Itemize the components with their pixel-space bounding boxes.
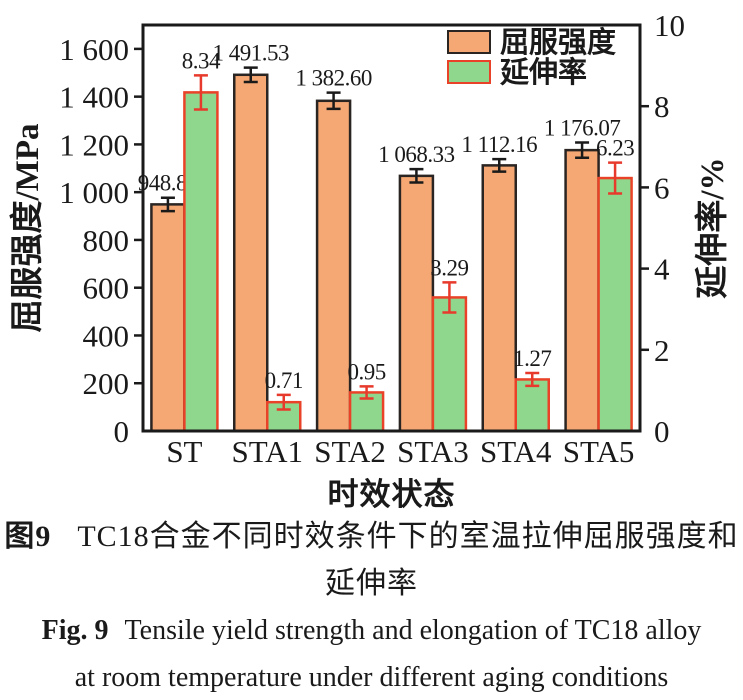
left-tick-label: 400 [83,318,130,353]
left-tick-label: 0 [114,414,130,449]
value-label-STA3: 1 068.33 [378,142,455,167]
right-tick-label: 0 [654,414,670,449]
error-bar-ST [193,74,208,111]
bar-屈服强度-ST [150,203,186,433]
caption-zh-line2: 延伸率 [325,567,418,600]
error-bar-STA2 [359,385,374,400]
left-tick-label: 1 000 [59,175,129,210]
x-tick-label-STA2: STA2 [314,434,386,469]
bar-屈服强度-STA5 [564,148,600,433]
error-bar-STA2 [326,91,341,111]
bar-屈服强度-STA2 [315,99,352,433]
plot-frame [141,23,642,433]
x-tick-label-STA4: STA4 [480,434,552,469]
left-tick-label: 800 [83,223,130,258]
caption-en-number: Fig. 9 [41,615,109,646]
bar-延伸率-STA3 [431,296,468,433]
value-label-STA5: 1 176.07 [544,115,621,140]
value-label-STA4: 1.27 [513,346,551,371]
error-bar-STA3 [409,167,424,184]
caption-en-line2: at room temperature under different agin… [74,662,669,693]
x-tick-label-STA5: STA5 [563,434,635,469]
error-bar-STA5 [575,141,590,160]
legend-label-延伸率: 延伸率 [499,55,587,89]
left-tick-label: 600 [83,271,130,306]
value-label-STA5: 6.23 [596,136,634,161]
error-bar-STA5 [608,161,623,195]
x-tick-label-STA3: STA3 [397,434,469,469]
left-tick-label: 1 600 [59,32,129,67]
x-tick-label-ST: ST [166,434,202,469]
value-label-STA3: 3.29 [430,255,468,280]
caption-en-text: Tensile yield strength and elongation of… [124,615,702,646]
bar-延伸率-STA4 [514,378,550,433]
error-bar-STA4 [492,157,507,173]
bar-chart: 948.891 491.531 382.601 068.33 1 112.161 … [9,8,731,512]
value-label-STA4: 1 112.16 [461,132,537,157]
bar-延伸率-ST [183,91,219,433]
bar-屈服强度-STA1 [233,73,269,433]
error-bar-STA1 [243,66,258,84]
legend-label-屈服强度: 屈服强度 [500,26,616,59]
right-tick-label: 6 [654,170,670,205]
left-axis-title: 屈服强度/MPa [9,124,46,333]
left-tick-label: 200 [83,366,130,401]
caption-zh-line1: 图9 TC18合金不同时效条件下的室温拉伸屈服强度和 [0,513,743,560]
bar-延伸率-STA5 [597,176,633,433]
value-label-STA2: 0.95 [347,359,385,384]
caption-zh-number: 图9 [4,520,52,553]
value-label-ST: 8.34 [182,48,221,73]
error-bar-STA3 [442,281,457,314]
figure-caption: 图9 TC18合金不同时效条件下的室温拉伸屈服强度和 延伸率 Fig. 9 Tens… [0,513,743,700]
right-axis-title: 延伸率/% [694,157,731,298]
right-tick-label: 10 [654,8,685,43]
value-label-STA2: 1 382.60 [295,66,372,91]
caption-en-line1: Fig. 9 Tensile yield strength and elongat… [0,607,743,654]
right-tick-label: 8 [654,89,670,124]
right-tick-label: 4 [654,252,670,287]
right-tick-label: 2 [654,333,670,368]
bar-屈服强度-STA4 [481,164,517,433]
error-bar-ST [160,196,175,213]
left-tick-label: 1 400 [59,80,129,115]
value-label-STA1: 0.71 [265,368,303,393]
value-label-STA1: 1 491.53 [213,41,290,66]
error-bar-STA4 [525,371,540,388]
x-axis-title: 时效状态 [328,477,456,512]
error-bar-STA1 [276,393,291,411]
bar-屈服强度-STA3 [398,174,435,433]
left-tick-label: 1 200 [59,127,129,162]
legend-swatch-屈服强度 [447,30,491,54]
x-tick-label-STA1: STA1 [231,434,303,469]
legend-swatch-延伸率 [447,60,491,84]
caption-zh-text: TC18合金不同时效条件下的室温拉伸屈服强度和 [77,520,739,553]
